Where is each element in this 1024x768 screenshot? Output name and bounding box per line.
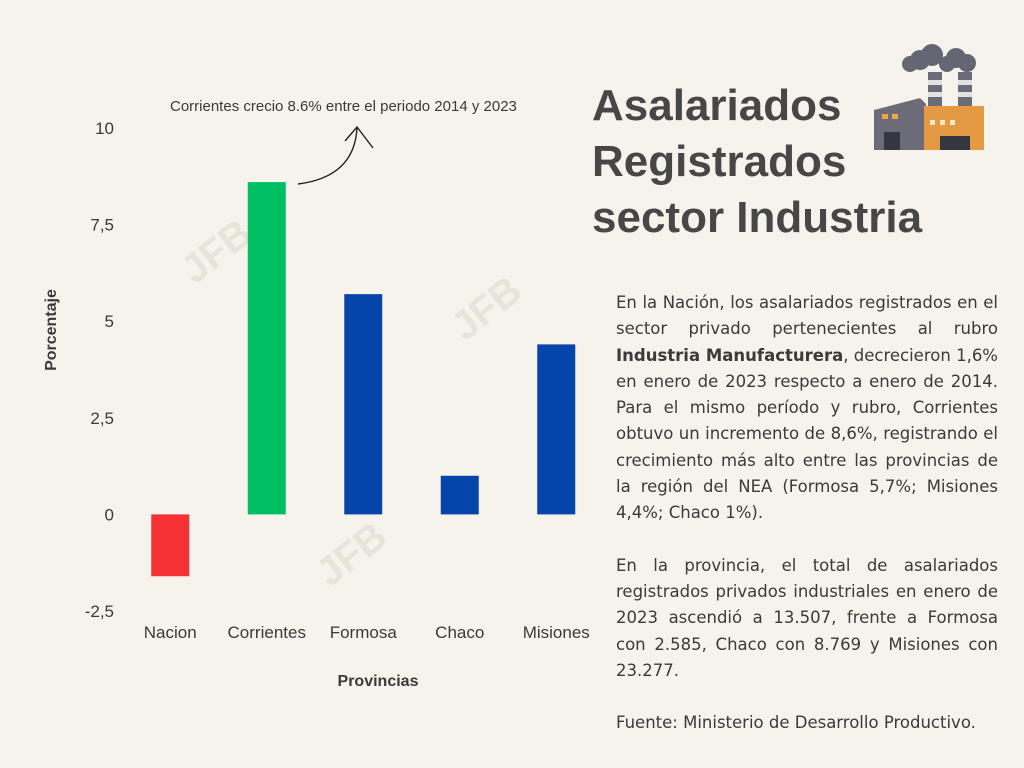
paragraph-1-part1: En la Nación, los asalariados registrado… — [616, 293, 998, 339]
y-tick-label: 10 — [95, 119, 114, 138]
x-axis-categories: Nacion Corrientes Formosa Chaco Misiones — [144, 623, 590, 642]
paragraph-2: En la provincia, el total de asalariados… — [616, 555, 998, 680]
y-tick-label: 7,5 — [90, 216, 114, 235]
paragraph-1: En la Nación, los asalariados registrado… — [616, 290, 998, 527]
x-category-label: Corrientes — [228, 623, 306, 642]
y-axis-ticks: 10 7,5 5 2,5 0 -2,5 — [85, 119, 114, 621]
x-category-label: Formosa — [330, 623, 398, 642]
watermark-2: JFB — [443, 268, 530, 349]
y-axis-label: Porcentaje — [43, 289, 60, 371]
title-line-2: Registrados — [592, 137, 847, 186]
page-title: Asalariados Registrados sector Industria — [592, 78, 1012, 246]
source-note: Fuente: Ministerio de Desarrollo Product… — [616, 713, 976, 733]
y-tick-label: 0 — [105, 505, 114, 524]
paragraph-1-part2: , decrecieron 1,6% en enero de 2023 resp… — [616, 345, 998, 523]
bar-chart: JFB JFB JFB 10 7,5 5 2,5 0 -2,5 Nacion Corrien… — [43, 98, 590, 690]
bar-nacion — [151, 514, 190, 577]
paragraph-1-bold: Industria Manufacturera — [616, 345, 844, 365]
x-category-label: Nacion — [144, 623, 197, 642]
annotation-arrow — [297, 127, 358, 185]
bar-misiones — [537, 344, 576, 515]
annotation-arrowhead — [344, 125, 374, 149]
watermark-1: JFB — [173, 211, 260, 292]
chart-annotation: Corrientes crecio 8.6% entre el periodo … — [170, 98, 517, 115]
x-category-label: Chaco — [435, 623, 484, 642]
x-category-label: Misiones — [523, 623, 590, 642]
description-text: En la Nación, los asalariados registrado… — [616, 290, 998, 736]
y-tick-label: 5 — [105, 312, 114, 331]
x-axis-label: Provincias — [338, 673, 419, 690]
bar-formosa — [344, 294, 383, 515]
factory-icon — [874, 44, 984, 150]
y-tick-label: -2,5 — [85, 602, 114, 621]
title-line-3: sector Industria — [592, 193, 923, 242]
title-line-1: Asalariados — [592, 81, 842, 130]
watermark-3: JFB — [308, 514, 395, 595]
y-tick-label: 2,5 — [90, 409, 114, 428]
bar-corrientes — [247, 182, 286, 515]
bars — [151, 182, 576, 577]
bar-chaco — [440, 475, 479, 515]
